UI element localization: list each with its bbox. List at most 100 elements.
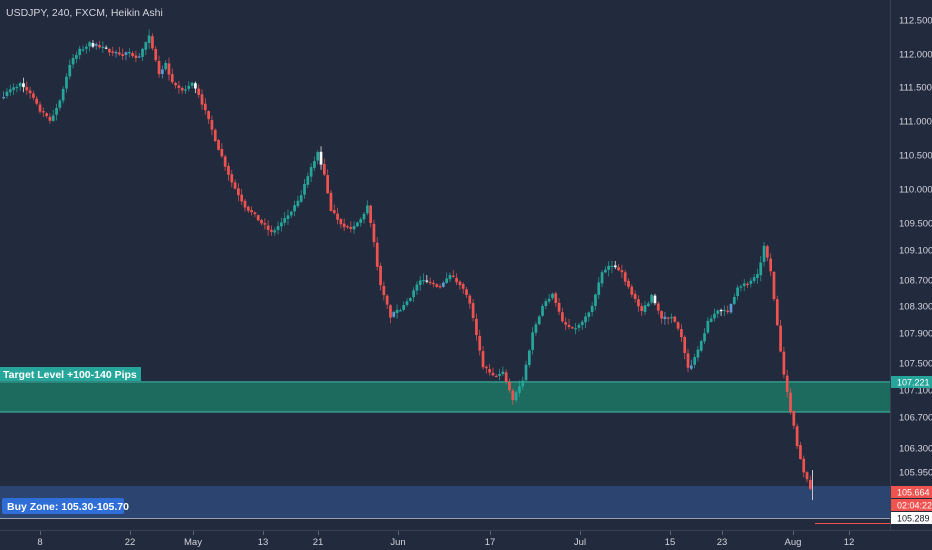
candle-body [108, 48, 111, 53]
candle-body [346, 226, 349, 228]
candle-body [646, 303, 650, 307]
price-axis-tick-label: 109.100 [899, 246, 932, 257]
candle-body [392, 312, 396, 317]
candle-body [696, 349, 700, 358]
candle-body [240, 194, 244, 202]
candle-body [114, 52, 118, 54]
candle-body [273, 230, 277, 233]
candle-body [75, 55, 78, 59]
candle-body [137, 56, 141, 58]
time-axis-tick-label: 22 [125, 537, 136, 548]
candle-body [557, 302, 561, 312]
candle-body [600, 272, 604, 284]
candle-body [534, 324, 538, 333]
candle-body [643, 305, 647, 312]
time-axis[interactable]: 8 22 May 13 21 Jun 17 Jul 15 23 Aug 12 [37, 531, 854, 548]
price-axis-tick-label: 108.300 [899, 302, 932, 313]
candle-body [749, 280, 753, 284]
candle-body [468, 295, 472, 304]
candle-body [336, 213, 339, 220]
candle-body [408, 297, 412, 301]
candle-body [693, 357, 696, 365]
candle-body [617, 267, 620, 271]
candle-body [438, 286, 442, 288]
candle-body [445, 278, 449, 283]
candle-body [313, 161, 316, 168]
candle-body [332, 210, 336, 214]
candle-body [587, 312, 591, 317]
candle-body [61, 89, 65, 101]
candle-body [584, 316, 587, 323]
candle-body [494, 375, 498, 378]
candle-body [663, 316, 667, 319]
candle-body [547, 298, 551, 302]
price-tag-bg [891, 512, 932, 524]
candle-body [418, 280, 422, 285]
candle-body [594, 294, 597, 306]
candle-body [68, 64, 72, 77]
candle-body [709, 318, 713, 322]
candle-body [752, 277, 756, 281]
candle-body [65, 76, 68, 89]
candle-body [508, 381, 511, 391]
candle-body [246, 206, 250, 211]
candle-body [25, 87, 29, 91]
candle-body [98, 45, 101, 48]
candle-body [164, 63, 168, 70]
candle-body [524, 364, 528, 381]
candle-body [151, 36, 154, 49]
candle-body [91, 43, 95, 47]
candle-body [18, 82, 22, 87]
candle-body [580, 321, 584, 326]
candle-body [58, 100, 62, 108]
candle-body [253, 212, 257, 215]
candle-body [448, 275, 452, 280]
price-axis[interactable]: 112.500 112.000 111.500 111.000 110.500 110.0… [899, 16, 932, 479]
candle-body [432, 282, 435, 285]
candle-body [402, 305, 406, 310]
candle-body [666, 317, 670, 319]
candle-body [772, 271, 776, 300]
candle-body [799, 445, 802, 460]
candle-body [220, 148, 224, 157]
candle-body [233, 182, 237, 189]
candle-body [792, 411, 796, 426]
candle-body [683, 336, 687, 354]
candle-body [237, 188, 240, 196]
candle-body [518, 386, 521, 393]
candle-body [689, 365, 693, 369]
candle-body [673, 316, 677, 322]
candle-body [22, 83, 25, 88]
candle-body [567, 324, 571, 328]
candle-body [187, 85, 191, 89]
candle-body [38, 104, 42, 112]
candle-body [514, 392, 518, 401]
candle-body [736, 287, 739, 297]
zones-layer [0, 381, 890, 518]
candle-body [369, 205, 372, 224]
candle-body [296, 200, 300, 207]
target-zone-label-bg [0, 367, 141, 381]
candle-body [326, 175, 330, 194]
candle-body [435, 284, 439, 287]
candle-body [349, 226, 353, 229]
candle-body [131, 53, 134, 57]
candle-body [256, 215, 260, 221]
candle-body [461, 284, 465, 289]
candle-body [633, 293, 637, 299]
candle-body [339, 219, 343, 225]
candle-body [35, 98, 39, 104]
candle-body [88, 42, 91, 47]
candle-body [650, 294, 654, 303]
candle-body [782, 351, 786, 375]
candle-body [111, 51, 115, 53]
candle-body [227, 165, 230, 175]
candle-body [458, 281, 462, 286]
candle-body [604, 269, 607, 273]
candle-body [756, 274, 759, 278]
candle-body [94, 44, 98, 46]
time-axis-tick-label: 21 [313, 537, 324, 548]
